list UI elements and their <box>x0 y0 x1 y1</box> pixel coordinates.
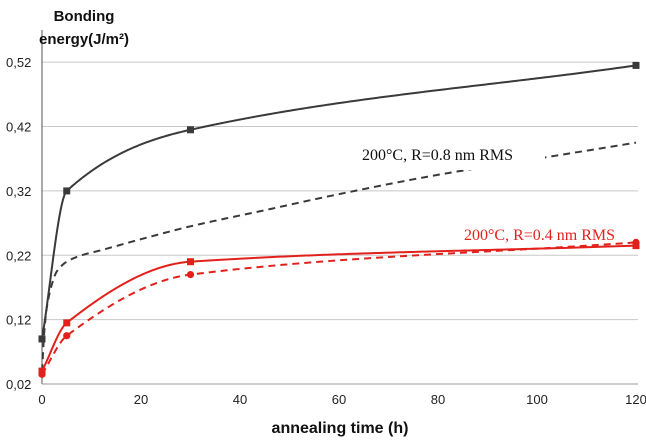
series-line-2 <box>41 244 637 373</box>
y-tick-label: 0,02 <box>6 377 31 392</box>
y-tick-label: 0,42 <box>6 120 31 135</box>
y-tick-label: 0,22 <box>6 248 31 263</box>
data-point-marker <box>38 370 46 378</box>
x-tick-label: 60 <box>332 392 346 407</box>
series-line-3 <box>41 241 637 376</box>
y-tick-label: 0,32 <box>6 184 31 199</box>
y-axis-label-line1: Bonding <box>54 8 115 25</box>
data-point-marker <box>187 126 194 134</box>
gridlines <box>42 61 638 321</box>
data-point-marker <box>632 61 640 69</box>
series-group <box>38 61 640 378</box>
data-point-marker <box>63 187 71 195</box>
annotation-red-series: 200°C, R=0.4 nm RMS <box>464 227 615 244</box>
x-axis-label: annealing time (h) <box>272 420 409 437</box>
x-tick-label: 120 <box>625 392 646 407</box>
x-tick-labels: 0 20 40 60 80 100 120 <box>38 392 646 407</box>
data-point-marker <box>186 270 195 279</box>
y-tick-label: 0,52 <box>6 55 31 70</box>
x-tick-label: 100 <box>526 392 548 407</box>
data-point-marker <box>63 332 71 340</box>
series-line-1 <box>41 141 637 373</box>
data-point-marker <box>632 238 640 246</box>
x-tick-label: 80 <box>431 392 445 407</box>
data-point-marker <box>38 335 46 343</box>
annotation-background <box>355 140 545 170</box>
data-point-marker <box>187 258 194 266</box>
y-axis-label-line2: energy(J/m²) <box>39 31 129 48</box>
x-tick-label: 20 <box>134 392 148 407</box>
x-tick-label: 0 <box>38 392 45 407</box>
y-tick-labels: 0,02 0,12 0,22 0,32 0,42 0,52 <box>6 55 31 392</box>
series-line-0 <box>41 64 637 340</box>
annotation-black-series: 200°C, R=0.8 nm RMS <box>362 147 513 164</box>
x-tick-label: 40 <box>233 392 247 407</box>
y-tick-label: 0,12 <box>6 313 31 328</box>
data-point-marker <box>63 319 71 327</box>
